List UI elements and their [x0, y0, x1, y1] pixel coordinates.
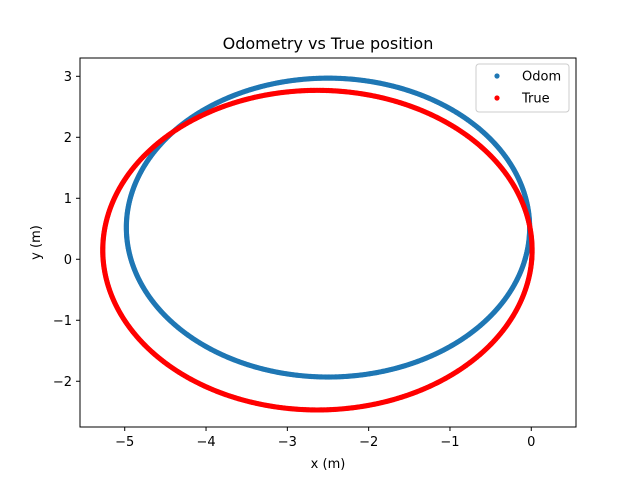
x-tick-label: 0	[527, 435, 535, 450]
y-tick-label: −2	[53, 375, 72, 390]
x-tick-label: −1	[440, 435, 459, 450]
x-tick-label: −2	[359, 435, 378, 450]
y-tick-label: 0	[64, 253, 72, 268]
x-tick-label: −3	[278, 435, 297, 450]
data-point	[529, 256, 535, 262]
y-tick-label: −1	[53, 314, 72, 329]
y-tick-label: 3	[64, 70, 72, 85]
data-point	[522, 255, 528, 261]
y-tick-label: 2	[64, 131, 72, 146]
legend-marker-true	[494, 95, 500, 101]
x-tick-label: −5	[115, 435, 134, 450]
chart-title: Odometry vs True position	[223, 34, 434, 53]
series-true	[100, 87, 535, 413]
plot-frame	[79, 57, 577, 428]
legend-label-true: True	[521, 92, 550, 107]
legend: Odom True	[475, 63, 570, 113]
x-axis-label: x (m)	[311, 457, 346, 472]
y-tick-label: 1	[64, 192, 72, 207]
y-axis: −2 −1 0 1 2 3	[53, 70, 80, 390]
y-axis-label: y (m)	[29, 225, 44, 260]
x-axis: −5 −4 −3 −2 −1 0	[115, 427, 535, 450]
series-odom	[123, 75, 533, 380]
legend-label-odom: Odom	[522, 70, 561, 85]
series-layer	[100, 75, 535, 413]
x-tick-label: −4	[196, 435, 215, 450]
legend-marker-odom	[494, 73, 500, 79]
